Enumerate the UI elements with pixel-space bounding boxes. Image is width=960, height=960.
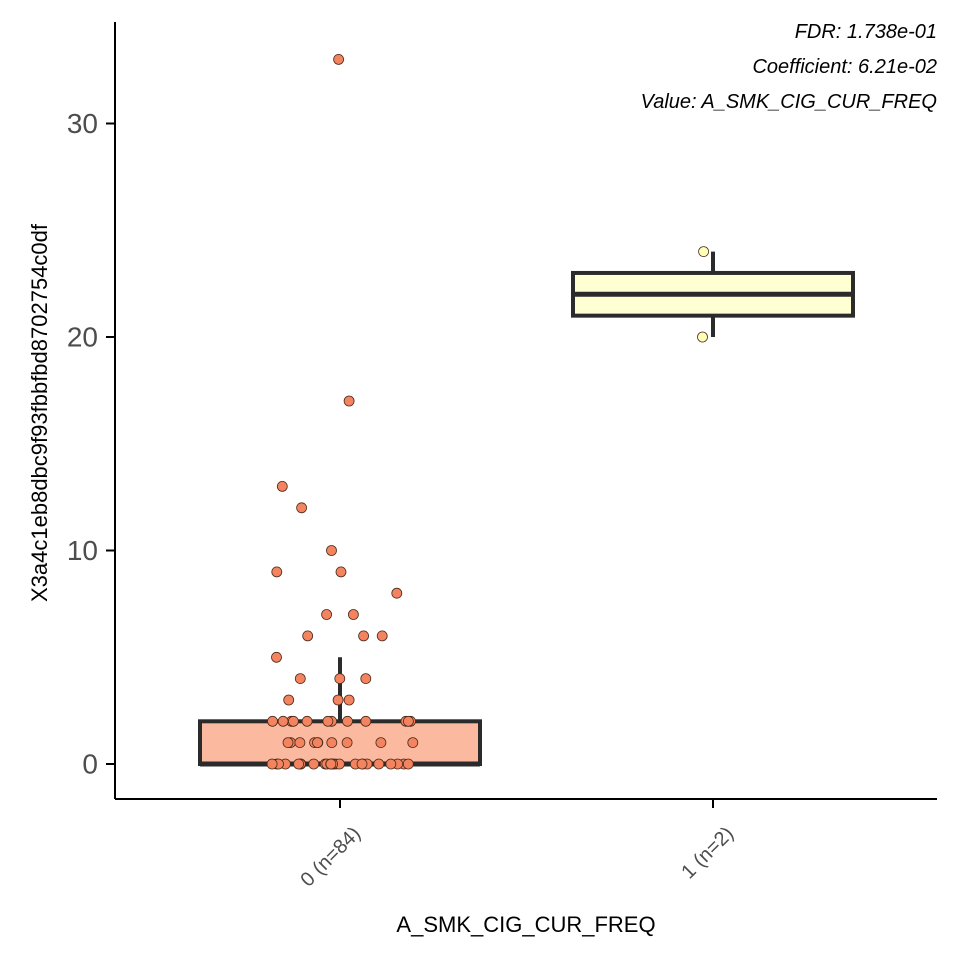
data-point — [266, 758, 278, 770]
data-point — [333, 54, 345, 65]
y-ticks: 0 10 20 30 — [67, 108, 115, 780]
data-point — [302, 630, 314, 642]
data-point — [356, 758, 368, 770]
data-point — [343, 694, 355, 706]
data-point — [277, 715, 289, 727]
x-tick-label: 0 (n=84) — [297, 823, 366, 892]
annotation-fdr: FDR: 1.738e-01 — [795, 21, 937, 43]
data-point — [334, 673, 346, 684]
data-point — [332, 694, 344, 706]
data-point — [341, 737, 353, 748]
data-point — [271, 566, 283, 578]
data-point — [308, 758, 320, 770]
data-point — [326, 737, 338, 748]
y-tick-label: 20 — [67, 322, 98, 353]
data-point — [358, 630, 370, 642]
data-point — [402, 758, 414, 770]
data-point — [373, 758, 385, 770]
data-point — [282, 737, 294, 748]
data-point — [385, 758, 397, 770]
data-point — [325, 758, 337, 770]
y-tick-label: 10 — [67, 535, 98, 566]
y-axis-title: X3a4c1eb8dbc9f93fbbfbd8702754c0df — [27, 223, 52, 602]
y-tick-label: 30 — [67, 108, 98, 139]
data-point — [267, 715, 278, 727]
data-point — [322, 715, 334, 727]
data-point — [312, 737, 323, 748]
data-point — [294, 673, 306, 684]
annotation-coefficient: Coefficient: 6.21e-02 — [752, 56, 937, 78]
data-point — [294, 737, 306, 748]
box-body — [198, 719, 482, 766]
y-tick-label: 0 — [82, 749, 98, 780]
data-point — [301, 715, 313, 727]
data-point — [698, 246, 709, 258]
x-axis-title: A_SMK_CIG_CUR_FREQ — [396, 912, 655, 937]
data-point — [407, 737, 419, 748]
data-point — [326, 545, 337, 556]
data-point — [342, 715, 353, 727]
data-point — [360, 673, 372, 684]
data-point — [321, 609, 333, 620]
points-layer — [266, 54, 709, 770]
data-point — [343, 395, 355, 407]
data-point — [276, 480, 288, 492]
data-point — [335, 566, 347, 578]
axes — [114, 22, 937, 800]
annotation-value: Value: A_SMK_CIG_CUR_FREQ — [641, 91, 937, 113]
data-point — [360, 715, 372, 727]
data-point — [283, 694, 295, 706]
x-tick-label: 1 (n=2) — [677, 823, 738, 884]
data-point — [271, 651, 282, 663]
data-point — [287, 715, 299, 727]
data-point — [376, 630, 388, 642]
data-point — [402, 715, 414, 727]
data-point — [697, 331, 708, 343]
data-point — [293, 758, 305, 770]
data-point — [296, 502, 308, 514]
data-point — [391, 587, 403, 599]
data-point — [375, 737, 387, 748]
data-point — [347, 609, 359, 620]
x-ticks: 0 (n=84) 1 (n=2) — [297, 799, 738, 892]
